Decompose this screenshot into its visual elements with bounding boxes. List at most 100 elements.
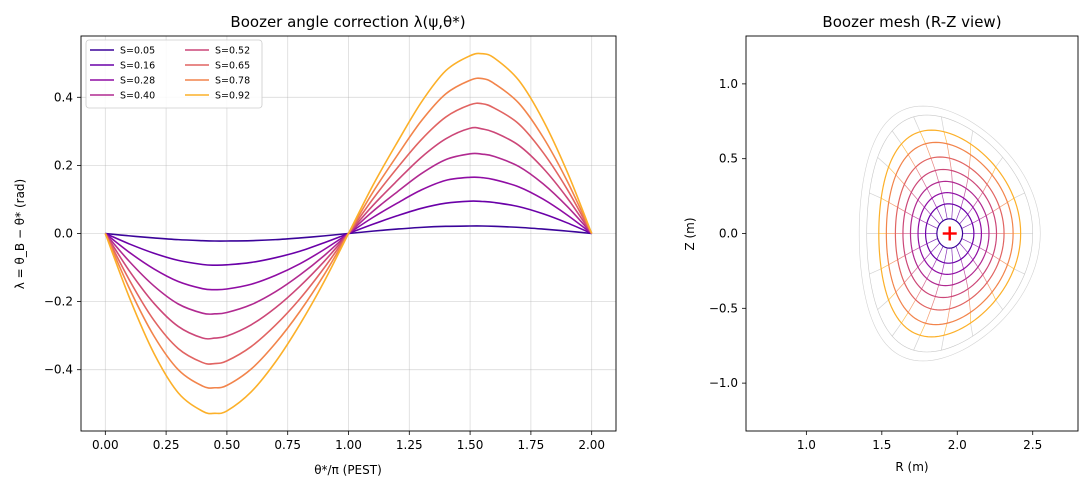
- lambda-x-tick-label: 0.50: [214, 438, 241, 452]
- mesh-ray-segment: [946, 143, 950, 159]
- mesh-ray-segment: [949, 158, 952, 171]
- mesh-ray-segment: [968, 299, 971, 313]
- mesh-ray-segment: [967, 167, 970, 179]
- mesh-ray-segment: [955, 207, 962, 221]
- mesh-ray-segment: [911, 192, 919, 201]
- mesh-ray-segment: [897, 255, 906, 260]
- legend-box: [85, 39, 263, 109]
- mesh-ray-segment: [877, 299, 889, 310]
- mesh-ray-segment: [877, 157, 889, 168]
- mesh-ray-segment: [972, 243, 980, 248]
- mesh-ray-segment: [891, 322, 902, 337]
- mesh-ray-segment: [931, 259, 938, 270]
- mesh-ray-segment: [926, 268, 933, 279]
- lambda-y-tick-label: 0.0: [54, 227, 73, 241]
- mesh-ray-segment: [951, 284, 953, 297]
- mesh-ray-segment: [907, 299, 916, 313]
- mesh-ray-segment: [941, 193, 945, 205]
- mesh-ray-segment: [881, 197, 889, 203]
- lambda-x-ticks: 0.00 0.25 0.50 0.75 1.00 1.25 1.50 1.75 2.00: [92, 431, 605, 452]
- mesh-ray-segment: [982, 184, 988, 193]
- mesh-ray-segment: [965, 177, 969, 189]
- mesh-ray-segment: [919, 219, 928, 224]
- mesh-x-tick-label: 1.5: [872, 438, 891, 452]
- legend-label: S=0.40: [120, 91, 155, 102]
- mesh-ray-segment: [951, 170, 953, 183]
- mesh-ray-segment: [965, 278, 969, 290]
- mesh-ray-segment: [869, 268, 882, 275]
- mesh-ray-segment: [963, 268, 967, 279]
- mesh-ray-segment: [943, 323, 948, 336]
- mesh-ray-segment: [869, 192, 882, 199]
- flux-surface-s0-52: [902, 168, 998, 299]
- mesh-ray-segment: [960, 198, 964, 208]
- flux-surface-s0-92: [878, 129, 1022, 338]
- flux-surface-s0-78: [885, 141, 1014, 326]
- mesh-ray-segment: [992, 255, 1000, 260]
- mesh-ray-segment: [901, 312, 909, 324]
- lambda-x-tick-label: 1.75: [518, 438, 545, 452]
- mesh-ray-segment: [960, 259, 964, 269]
- mesh-ray-segment: [912, 247, 920, 252]
- mesh-ray-segment: [925, 143, 932, 159]
- mesh-ray-segment: [967, 288, 970, 300]
- legend-label: S=0.65: [215, 61, 250, 72]
- mesh-ray-segment: [951, 247, 954, 263]
- mesh-ray-segment: [1007, 197, 1015, 203]
- legend-label: S=0.78: [215, 76, 250, 87]
- lambda-chart-title: Boozer angle correction λ(ψ,θ*): [230, 13, 465, 31]
- flux-surface-s0-16: [924, 203, 975, 264]
- mesh-ray-segment: [917, 199, 925, 208]
- lambda-x-tick-label: 1.00: [335, 438, 362, 452]
- mesh-ray-segment: [963, 188, 967, 199]
- mesh-ray-segment: [970, 322, 974, 337]
- mesh-ray-segment: [944, 247, 948, 263]
- mesh-ray-segment: [943, 131, 948, 144]
- mesh-ray-segment: [913, 116, 921, 132]
- mesh-ray-segment: [915, 167, 922, 179]
- mesh-ray-segment: [986, 282, 993, 293]
- mesh-x-axis-label: R (m): [895, 460, 928, 474]
- mesh-ray-segment: [930, 242, 941, 253]
- mesh-ray-segment: [904, 274, 912, 283]
- mesh-ray-segment: [999, 259, 1008, 265]
- mesh-ray-segment: [926, 238, 938, 244]
- mesh-x-ticks: 1.0 1.5 2.0 2.5: [797, 431, 1042, 452]
- mesh-ray-segment: [959, 242, 968, 253]
- mesh-ray-segment: [881, 264, 889, 270]
- mesh-ray-segment: [940, 335, 945, 351]
- lambda-legend: S=0.05 S=0.16 S=0.28 S=0.40 S=0.52 S=0.65 S=0.…: [85, 39, 263, 109]
- mesh-ray-segment: [888, 259, 898, 265]
- lambda-x-tick-label: 2.00: [578, 438, 605, 452]
- mesh-ray-segment: [901, 143, 909, 155]
- lambda-y-tick-label: −0.2: [44, 295, 73, 309]
- mesh-ray-segment: [944, 204, 948, 220]
- mesh-ray-segment: [907, 154, 916, 168]
- mesh-x-tick-label: 1.0: [797, 438, 816, 452]
- mesh-ray-segment: [921, 278, 928, 290]
- mesh-y-axis-label: Z (m): [683, 217, 697, 250]
- mesh-ray-segment: [995, 299, 1004, 310]
- mesh-ray-segment: [913, 335, 921, 351]
- mesh-ray-segment: [895, 282, 905, 293]
- mesh-y-tick-label: 0.0: [719, 227, 738, 241]
- lambda-x-tick-label: 1.25: [396, 438, 423, 452]
- mesh-ray-segment: [961, 223, 973, 229]
- mesh-ray-segment: [991, 291, 997, 301]
- mesh-ray-segment: [972, 219, 980, 224]
- mesh-ray-segment: [1007, 264, 1015, 270]
- legend-label: S=0.16: [120, 61, 155, 72]
- legend-label: S=0.28: [120, 76, 155, 87]
- lambda-y-ticks: −0.4 −0.2 0.0 0.2 0.4: [44, 90, 81, 377]
- mesh-ray-segment: [999, 202, 1008, 208]
- mesh-ray-segment: [921, 177, 928, 189]
- mesh-ray-segment: [940, 116, 945, 132]
- mesh-ray-segment: [982, 274, 988, 283]
- mesh-ray-segment: [967, 207, 974, 215]
- flux-surface-s0-65: [894, 156, 1005, 311]
- mesh-ray-segment: [897, 207, 906, 212]
- mesh-ray-segment: [985, 211, 994, 216]
- mesh-ray-segment: [912, 215, 920, 220]
- mesh-ray-segment: [915, 288, 922, 300]
- mesh-ray-segment: [949, 296, 952, 309]
